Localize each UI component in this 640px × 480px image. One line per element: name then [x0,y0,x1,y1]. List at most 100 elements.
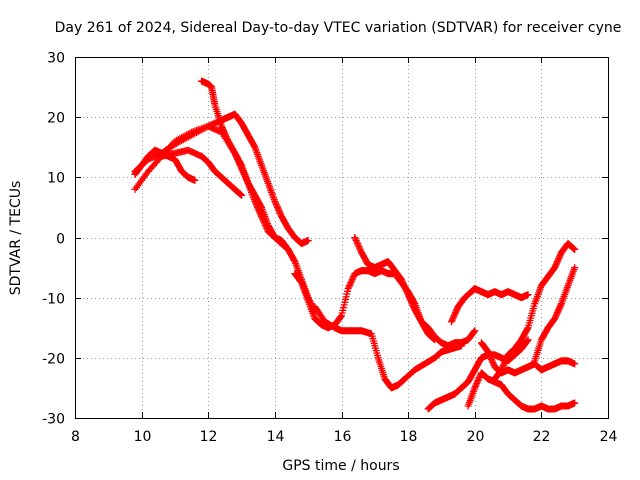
data-point [408,300,416,308]
data-point [556,303,564,311]
data-point [349,274,357,282]
data-point [551,315,559,323]
data-point [553,309,561,317]
data-point [499,361,507,369]
data-point [221,130,229,138]
series-track-2 [131,146,246,199]
data-point [552,312,560,320]
data-point [555,255,563,263]
data-point [222,133,230,141]
data-point [571,246,579,254]
data-point [501,357,509,365]
data-point [355,243,363,251]
x-axis-title: GPS time / hours [282,458,399,474]
y-tick-label: 10 [47,171,65,187]
data-point [486,352,494,360]
data-point [401,283,409,291]
data-point [448,316,456,324]
data-point [473,378,481,386]
series-track-7 [311,303,465,392]
data-point [271,197,279,205]
data-point [553,258,561,266]
data-point [406,295,414,303]
data-point [276,209,284,217]
data-point [447,318,455,326]
data-point [503,354,511,362]
data-point [571,399,579,407]
data-point [407,297,415,305]
data-point [489,360,497,368]
data-point [451,310,459,318]
data-point [272,199,280,207]
data-point [498,364,506,372]
data-point [555,304,563,312]
data-point [218,124,226,132]
y-tick-label: -20 [42,352,65,368]
data-point [223,134,231,142]
data-point [220,128,228,136]
data-point [257,202,265,210]
data-point [555,253,563,261]
data-point [451,309,459,317]
y-tick-label: -30 [42,412,65,428]
plot-frame [75,57,609,419]
series-track-13 [491,240,579,383]
data-point [409,303,417,311]
data-point [191,176,199,184]
data-point [219,125,227,133]
data-point [403,288,411,296]
series-track-9 [424,336,532,413]
data-point [552,261,560,269]
data-point [400,282,408,290]
series-track-8 [351,234,479,350]
data-point [551,313,559,321]
data-point [499,363,507,371]
data-point [450,312,458,320]
data-point [524,291,532,299]
data-point [484,348,492,356]
data-point [474,376,482,384]
data-point [497,366,505,374]
data-point [453,306,461,314]
x-tick-label: 24 [600,429,618,445]
data-point [399,279,407,287]
data-point [351,235,359,243]
x-tick-label: 14 [267,429,285,445]
data-point [551,262,559,270]
data-point [304,237,312,245]
data-point [571,360,579,368]
data-point [397,276,405,284]
data-point [218,122,226,130]
y-tick-label: 30 [47,51,65,67]
data-point [272,200,280,208]
data-point [238,191,246,199]
y-tick-label: -10 [42,292,65,308]
data-point [186,129,194,137]
data-point [402,286,410,294]
y-tick-label: 20 [47,111,65,127]
data-point [472,381,480,389]
data-point [489,358,497,366]
data-point [409,301,417,309]
data-point [523,337,531,345]
data-point [487,355,495,363]
x-tick-label: 10 [134,429,152,445]
data-point [344,285,352,293]
data-point [470,328,478,336]
series-track-11 [464,369,579,413]
data-points [131,77,579,413]
data-point [553,259,561,267]
data-point [502,355,510,363]
data-point [353,240,361,248]
data-point [471,327,479,335]
data-point [274,203,282,211]
data-point [398,277,406,285]
y-tick-labels: -30 -20 -10 0 10 20 30 [42,51,65,428]
data-point [237,160,245,168]
data-point [501,358,509,366]
data-point [353,238,361,246]
data-point [352,237,360,245]
data-point [401,285,409,293]
data-point [449,315,457,323]
data-point [404,291,412,299]
